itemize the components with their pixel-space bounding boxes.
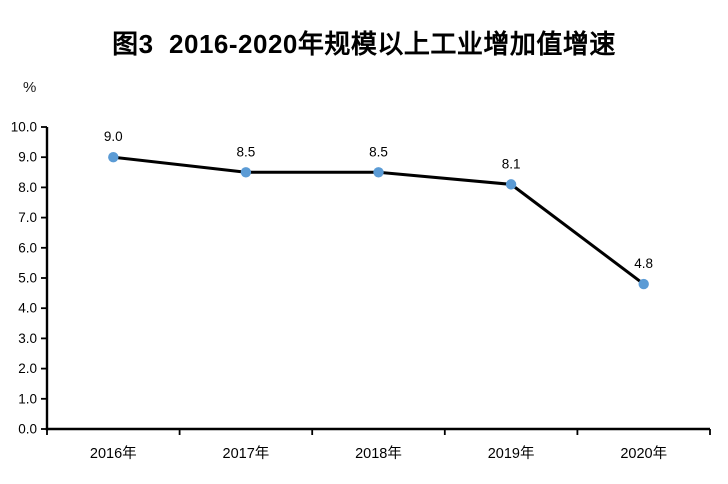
x-tick-label: 2020年 (620, 445, 667, 462)
data-point-marker (505, 179, 517, 190)
chart-title: 图3 2016-2020年规模以上工业增加值增速 (112, 29, 616, 59)
data-point-marker (108, 152, 119, 163)
x-tick-label: 2017年 (223, 445, 270, 462)
data-point-label: 8.5 (237, 144, 256, 159)
y-tick-label: 2.0 (18, 361, 37, 376)
x-tick-label: 2016年 (90, 445, 137, 462)
data-point-label: 4.8 (634, 256, 653, 271)
y-tick-label: 7.0 (18, 210, 37, 225)
data-point-label: 8.5 (369, 144, 388, 159)
data-point-marker (240, 167, 252, 178)
data-point-marker (638, 278, 649, 290)
y-tick-label: 3.0 (18, 331, 37, 346)
data-point-label: 9.0 (104, 129, 123, 144)
y-tick-label: 5.0 (18, 271, 37, 286)
x-tick-label: 2018年 (355, 445, 402, 462)
y-tick-label: 1.0 (18, 391, 37, 406)
y-tick-label: 6.0 (18, 240, 37, 255)
y-tick-label: 8.0 (18, 180, 37, 195)
y-axis-unit-label: % (23, 79, 37, 96)
data-point-marker (373, 167, 384, 178)
y-tick-label: 10.0 (11, 120, 37, 135)
x-tick-label: 2019年 (488, 445, 535, 462)
y-tick-label: 4.0 (18, 301, 37, 316)
y-tick-label: 9.0 (18, 150, 37, 165)
y-tick-label: 0.0 (18, 422, 37, 437)
data-point-label: 8.1 (502, 156, 521, 171)
